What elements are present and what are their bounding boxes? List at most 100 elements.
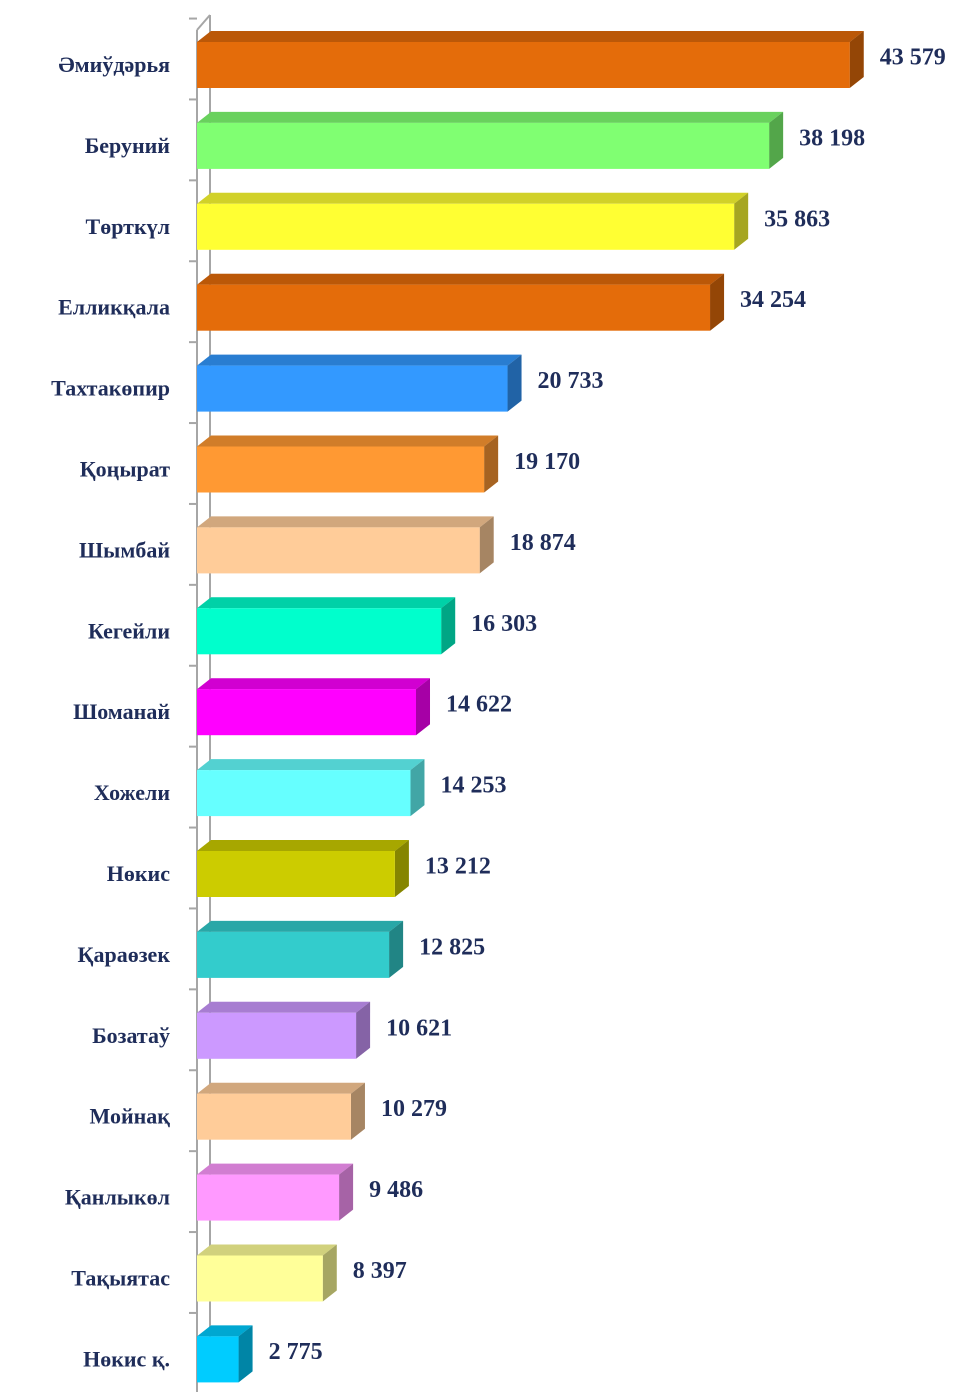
bar bbox=[197, 608, 442, 655]
bar-side-shade bbox=[410, 759, 425, 817]
bar-side bbox=[238, 1325, 253, 1383]
bar-top bbox=[197, 678, 431, 690]
category-label: Хожели bbox=[94, 780, 170, 805]
bar bbox=[197, 284, 711, 331]
category-label: Елликқала bbox=[58, 295, 170, 320]
bar-top-shade bbox=[197, 354, 522, 366]
category-label: Бозатаў bbox=[92, 1023, 170, 1048]
category-label: Мойнақ bbox=[89, 1104, 170, 1129]
bar-side bbox=[394, 840, 409, 897]
category-label: Нөкис bbox=[107, 861, 170, 886]
bar-side bbox=[322, 1244, 337, 1302]
bar-top-shade bbox=[197, 1001, 371, 1013]
bar-side-shade bbox=[389, 920, 404, 978]
bar-side-shade bbox=[849, 31, 864, 88]
bar bbox=[197, 1012, 357, 1059]
bar-top bbox=[197, 435, 499, 447]
category-label: Қоңырат bbox=[80, 457, 170, 482]
bar bbox=[197, 446, 485, 493]
bar-top bbox=[197, 273, 725, 285]
value-label: 9 486 bbox=[369, 1177, 423, 1203]
bar-side-shade bbox=[350, 1082, 365, 1140]
bar bbox=[197, 365, 508, 412]
bar-side-shade bbox=[322, 1244, 337, 1302]
bar-top-shade bbox=[197, 192, 749, 204]
value-label: 10 279 bbox=[381, 1096, 447, 1122]
category-label: Қараөзек bbox=[78, 942, 171, 967]
bar bbox=[197, 527, 480, 574]
bar bbox=[197, 1336, 239, 1383]
bar bbox=[197, 1174, 340, 1221]
bar-side-shade bbox=[769, 111, 784, 169]
value-label: 16 303 bbox=[471, 611, 537, 637]
bar bbox=[197, 931, 390, 978]
category-label: Шоманай bbox=[73, 699, 170, 724]
category-label: Тахтакөпир bbox=[51, 376, 170, 401]
bar-top bbox=[197, 920, 404, 932]
bar-top-shade bbox=[197, 1325, 253, 1337]
bar-top-shade bbox=[197, 678, 431, 690]
bar-top bbox=[197, 354, 522, 366]
bar-top-shade bbox=[197, 1163, 354, 1175]
bar-top-shade bbox=[197, 111, 784, 123]
bar-top-shade bbox=[197, 597, 456, 609]
bar-top bbox=[197, 1082, 365, 1094]
bar-top bbox=[197, 840, 409, 851]
bar-top bbox=[197, 1244, 337, 1256]
bar-side bbox=[410, 759, 425, 817]
value-label: 14 253 bbox=[440, 773, 506, 799]
bar-top bbox=[197, 759, 425, 771]
bar-side bbox=[356, 1001, 371, 1059]
bar-top-shade bbox=[197, 759, 425, 771]
bar-side bbox=[416, 678, 431, 736]
bar-side-shade bbox=[734, 192, 749, 250]
bar-top-shade bbox=[197, 1244, 337, 1256]
value-label: 12 825 bbox=[419, 934, 485, 960]
category-label: Беруний bbox=[85, 133, 171, 158]
value-label: 35 863 bbox=[764, 206, 830, 232]
bar bbox=[197, 1255, 323, 1302]
bar-side-shade bbox=[356, 1001, 371, 1059]
value-label: 10 621 bbox=[386, 1015, 452, 1041]
bar bbox=[197, 122, 770, 169]
bar-top bbox=[197, 1325, 253, 1337]
bar-top-shade bbox=[197, 1082, 365, 1094]
bar-side bbox=[389, 920, 404, 978]
bar-side bbox=[769, 111, 784, 169]
bar-top bbox=[197, 111, 784, 123]
category-label: Әмиўдәрья bbox=[58, 52, 170, 77]
bar-side-shade bbox=[416, 678, 431, 736]
bar-side-shade bbox=[484, 435, 499, 493]
value-label: 38 198 bbox=[799, 125, 865, 151]
bar-top-shade bbox=[197, 31, 864, 42]
value-label: 20 733 bbox=[538, 368, 604, 394]
bar-side bbox=[710, 273, 725, 331]
axis-cap bbox=[196, 14, 211, 31]
bar bbox=[197, 770, 411, 817]
bar bbox=[197, 1093, 351, 1140]
bar-side-shade bbox=[507, 354, 522, 412]
bar-side-shade bbox=[710, 273, 725, 331]
value-label: 18 874 bbox=[510, 530, 576, 556]
bar-top bbox=[197, 192, 749, 204]
value-label: 2 775 bbox=[269, 1339, 323, 1365]
bar-side bbox=[507, 354, 522, 412]
bar-side bbox=[484, 435, 499, 493]
bar bbox=[197, 42, 850, 88]
value-label: 34 254 bbox=[740, 287, 806, 313]
value-label: 14 622 bbox=[446, 692, 512, 718]
category-label: Шымбай bbox=[79, 537, 170, 562]
category-label: Нөкис қ. bbox=[83, 1346, 170, 1371]
bar-side-shade bbox=[238, 1325, 253, 1383]
category-label: Кегейли bbox=[88, 618, 170, 643]
bar-top-shade bbox=[197, 516, 494, 528]
bar-side bbox=[849, 31, 864, 88]
value-label: 19 170 bbox=[514, 449, 580, 475]
bar-side bbox=[350, 1082, 365, 1140]
bar-side-shade bbox=[394, 840, 409, 897]
bar-side bbox=[479, 516, 494, 574]
value-label: 13 212 bbox=[425, 854, 491, 880]
category-label: Төрткүл bbox=[86, 214, 170, 239]
bar bbox=[197, 203, 735, 250]
